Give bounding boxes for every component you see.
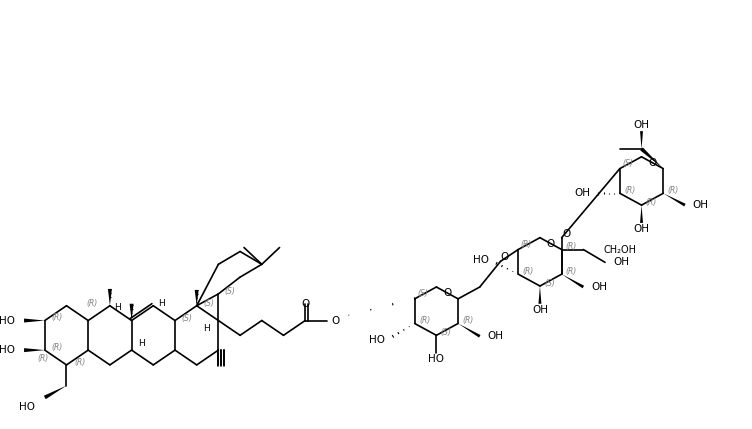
Text: (S): (S): [225, 287, 235, 296]
Text: OH: OH: [532, 305, 548, 315]
Text: (S): (S): [544, 278, 555, 287]
Text: (R): (R): [419, 316, 430, 325]
Text: HO: HO: [429, 354, 444, 364]
Text: (S): (S): [181, 314, 193, 323]
Text: (R): (R): [523, 267, 534, 276]
Polygon shape: [663, 193, 686, 206]
Text: CH₂OH: CH₂OH: [603, 245, 636, 254]
Text: HO: HO: [369, 335, 385, 345]
Text: (R): (R): [86, 299, 98, 308]
Text: OH: OH: [591, 282, 607, 292]
Text: (R): (R): [51, 313, 62, 322]
Polygon shape: [24, 319, 45, 323]
Polygon shape: [195, 290, 199, 306]
Text: H: H: [158, 299, 165, 308]
Text: O: O: [301, 299, 309, 309]
Text: HO: HO: [0, 316, 15, 326]
Text: (R): (R): [37, 353, 48, 363]
Text: (R): (R): [566, 242, 577, 251]
Text: O: O: [562, 229, 571, 239]
Text: (R): (R): [74, 359, 86, 368]
Polygon shape: [640, 148, 663, 169]
Text: OH: OH: [693, 200, 709, 210]
Text: H: H: [114, 303, 121, 312]
Text: O: O: [500, 252, 508, 263]
Text: HO: HO: [473, 255, 489, 266]
Text: (R): (R): [646, 198, 657, 207]
Text: O: O: [547, 239, 555, 248]
Text: H: H: [138, 339, 145, 348]
Text: (S): (S): [417, 290, 428, 299]
Polygon shape: [562, 274, 584, 288]
Text: (R): (R): [520, 240, 532, 249]
Polygon shape: [640, 131, 643, 149]
Text: (R): (R): [566, 267, 577, 276]
Text: (S): (S): [441, 328, 452, 337]
Text: OH: OH: [613, 257, 629, 267]
Polygon shape: [458, 323, 481, 338]
Polygon shape: [538, 286, 541, 304]
Text: O: O: [648, 158, 656, 168]
Text: (S): (S): [203, 299, 214, 308]
Text: OH: OH: [575, 188, 590, 198]
Polygon shape: [108, 289, 112, 306]
Text: (R): (R): [51, 343, 62, 352]
Text: OH: OH: [487, 331, 504, 341]
Text: (R): (R): [668, 186, 679, 195]
Text: HO: HO: [19, 402, 35, 412]
Text: HO: HO: [0, 345, 15, 355]
Text: OH: OH: [633, 120, 650, 130]
Polygon shape: [24, 348, 45, 352]
Text: (R): (R): [624, 186, 635, 195]
Polygon shape: [44, 386, 66, 399]
Text: O: O: [443, 288, 451, 298]
Polygon shape: [640, 205, 643, 223]
Polygon shape: [129, 304, 134, 320]
Text: OH: OH: [633, 224, 650, 234]
Text: H: H: [203, 324, 210, 333]
Text: (S): (S): [623, 159, 633, 168]
Text: (R): (R): [462, 316, 474, 325]
Text: O: O: [332, 316, 340, 326]
